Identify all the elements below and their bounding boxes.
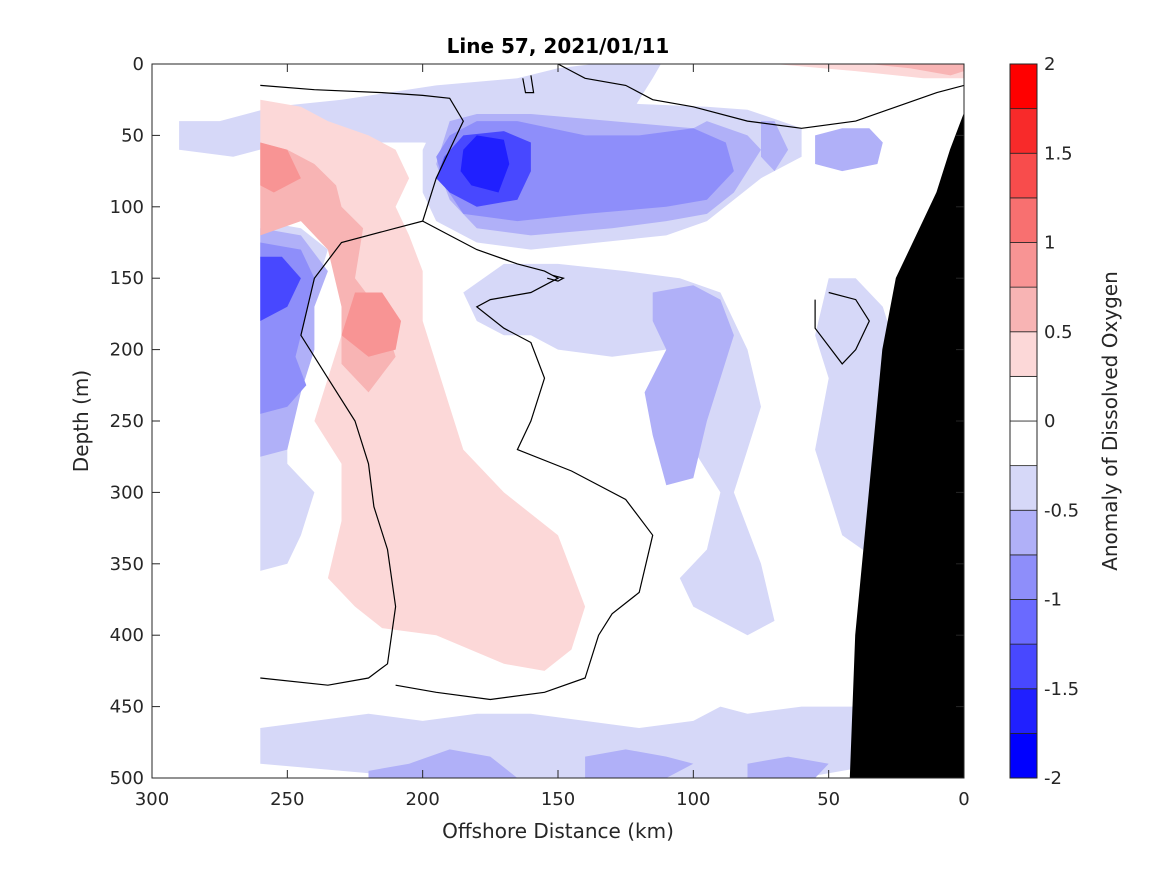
- colorbar-tick-label: 1: [1044, 233, 1055, 254]
- colorbar-segment: [1009, 152, 1038, 199]
- y-tick-label: 100: [110, 197, 144, 218]
- y-tick-label: 300: [110, 482, 144, 503]
- zero-contour-small-mid: [547, 274, 566, 282]
- colorbar-segment: [1009, 331, 1038, 377]
- colorbar-tick-label: 1.5: [1044, 143, 1073, 164]
- x-tick-label: 300: [135, 789, 169, 810]
- colorbar-segment: [1009, 63, 1038, 110]
- colorbar-segment: [1009, 242, 1038, 288]
- x-axis-label: Offshore Distance (km): [442, 819, 674, 843]
- y-axis: 0 50 100 150 200 250 300 350 400 450 500: [110, 54, 964, 789]
- colorbar-tick-label: -2: [1044, 768, 1062, 789]
- contour-region-neg-right-50km: [815, 128, 883, 172]
- contour-region-pos-left-inner: [341, 292, 401, 357]
- y-tick-label: 450: [110, 697, 144, 718]
- colorbar-frame: [1009, 63, 1038, 779]
- colorbar-segment: [1009, 688, 1038, 734]
- zero-contour-layer: [260, 64, 964, 701]
- zero-contour-right-loop: [814, 291, 870, 365]
- colorbar-segment: [1009, 554, 1038, 600]
- colorbar-segment: [1009, 375, 1038, 422]
- colorbar-tick-label: -1: [1044, 590, 1062, 611]
- contour-region-neg-right-small: [761, 121, 789, 172]
- y-tick-label: 400: [110, 625, 144, 646]
- zero-contour-right-inner: [395, 220, 654, 701]
- colorbar-ticks: 2 1.5 1 0.5 0 -0.5 -1 -1.5 -2: [1044, 54, 1079, 789]
- contour-region-neg-bottom-core-3: [747, 756, 829, 778]
- colorbar-segment: [1009, 732, 1038, 779]
- colorbar-segment: [1009, 599, 1038, 645]
- colorbar-segment: [1009, 509, 1038, 556]
- colorbar-tick-label: -0.5: [1044, 500, 1079, 521]
- chart-title: Line 57, 2021/01/11: [447, 34, 670, 58]
- contour-region-neg-mid-column-inner: [644, 285, 734, 486]
- colorbar-tick-label: 0.5: [1044, 322, 1073, 343]
- x-tick-label: 0: [958, 789, 969, 810]
- colorbar-tick-label: -1.5: [1044, 679, 1079, 700]
- contour-region-neg-upper-core-max: [460, 135, 510, 193]
- contour-fill-layer: [179, 64, 964, 778]
- x-tick-label: 150: [541, 789, 575, 810]
- x-tick-label: 200: [405, 789, 439, 810]
- colorbar-segment: [1009, 108, 1038, 154]
- colorbar: [1009, 63, 1038, 779]
- zero-contour-top: [557, 64, 964, 129]
- contour-region-neg-left-strong: [260, 256, 301, 321]
- colorbar-segment: [1009, 286, 1038, 333]
- colorbar-segment: [1009, 465, 1038, 511]
- bathymetry-layer: [849, 113, 964, 778]
- y-tick-label: 50: [121, 125, 144, 146]
- contour-region-neg-bottom-core: [368, 749, 518, 778]
- zero-contour-main: [260, 84, 464, 686]
- y-tick-label: 350: [110, 554, 144, 575]
- colorbar-label: Anomaly of Dissolved Oxygen: [1098, 271, 1122, 571]
- y-tick-label: 150: [110, 268, 144, 289]
- x-tick-label: 100: [676, 789, 710, 810]
- contour-region-pos-left-outer: [260, 99, 586, 671]
- x-tick-label: 50: [817, 789, 840, 810]
- colorbar-segment: [1009, 197, 1038, 243]
- x-axis: 300 250 200 150 100 50 0: [135, 64, 970, 810]
- y-tick-label: 500: [110, 768, 144, 789]
- contour-region-pos-left-upper-small: [260, 142, 301, 193]
- colorbar-tick-label: 0: [1044, 411, 1055, 432]
- y-tick-label: 200: [110, 340, 144, 361]
- colorbar-segment: [1009, 420, 1038, 467]
- zero-contour-small-top: [522, 75, 535, 94]
- y-tick-label: 0: [133, 54, 144, 75]
- bathymetry-seafloor: [849, 113, 964, 778]
- y-axis-label: Depth (m): [69, 370, 93, 472]
- colorbar-tick-label: 2: [1044, 54, 1055, 75]
- y-tick-label: 250: [110, 411, 144, 432]
- contour-region-neg-bottom-core-2: [585, 749, 694, 778]
- x-tick-label: 250: [270, 789, 304, 810]
- contour-region-neg-bottom-band: [260, 706, 883, 778]
- colorbar-segment: [1009, 643, 1038, 690]
- contour-region-pos-right-surface-inner: [869, 64, 964, 76]
